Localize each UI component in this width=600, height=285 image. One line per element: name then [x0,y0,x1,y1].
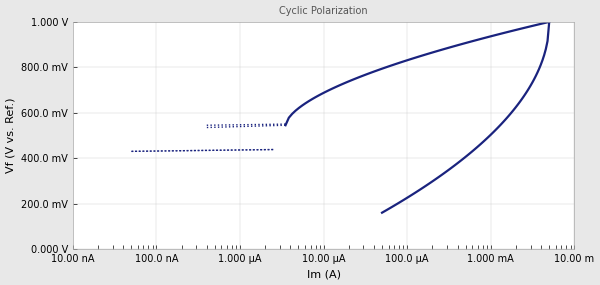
Title: Cyclic Polarization: Cyclic Polarization [280,5,368,16]
Y-axis label: Vf (V vs. Ref.): Vf (V vs. Ref.) [5,98,16,173]
X-axis label: Im (A): Im (A) [307,269,341,280]
